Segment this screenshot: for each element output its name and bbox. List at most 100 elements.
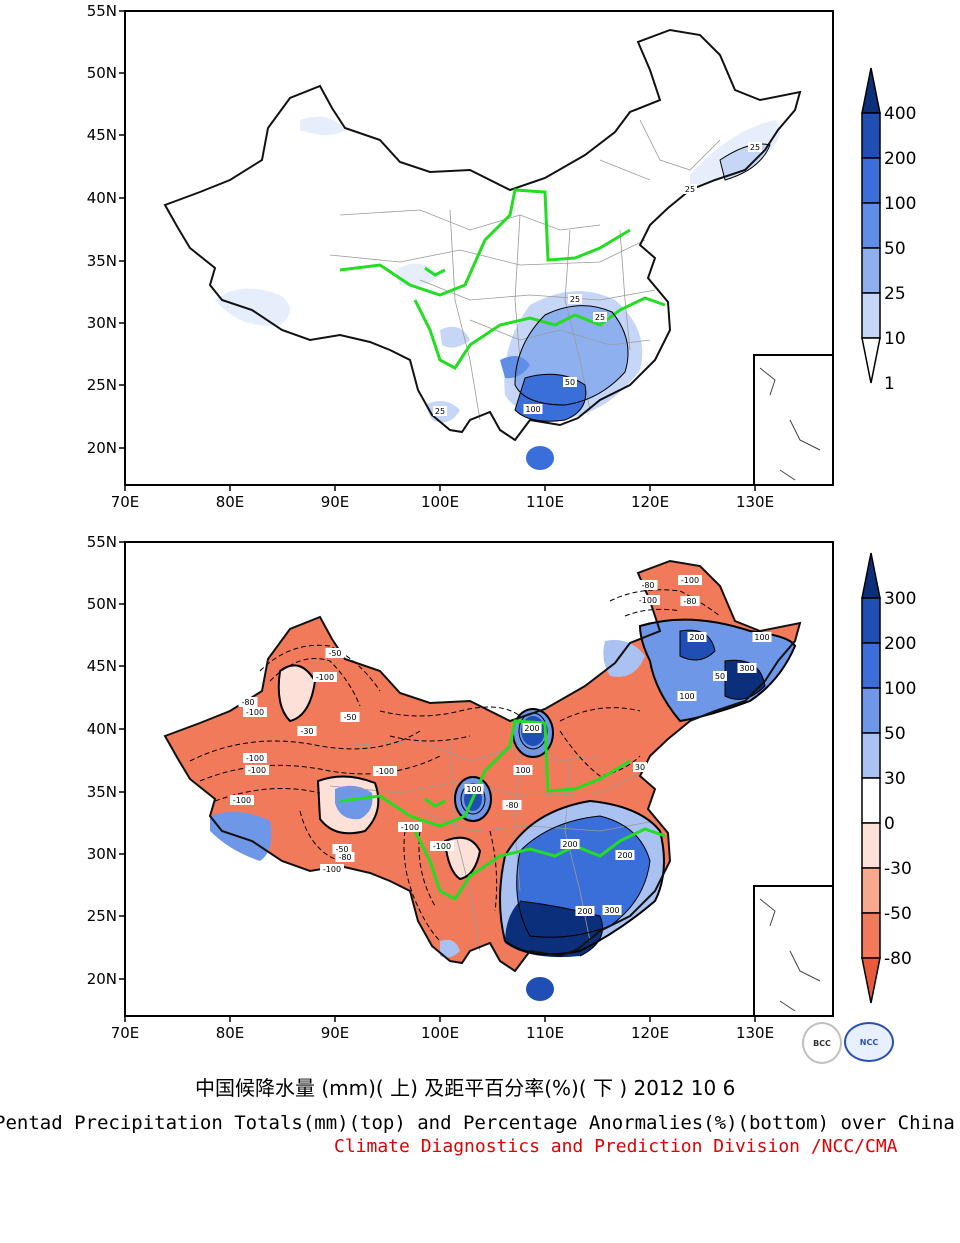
colorbar-label: 300 [884,589,916,609]
svg-text:25: 25 [435,407,445,416]
contour-label: -100 [245,765,269,775]
colorbar-label: 10 [884,329,906,349]
colorbar-label: 100 [884,194,916,214]
contour-label: 50 [563,377,577,387]
colorbar-label: 50 [884,239,906,259]
lon-tick-label: 80E [216,493,245,511]
svg-text:-100: -100 [248,766,266,775]
svg-text:-100: -100 [681,576,699,585]
colorbar-segment [861,822,881,869]
svg-text:-100: -100 [246,708,264,717]
colorbar-top-arrow [861,67,881,114]
lat-tick-label: 50N [87,595,117,613]
lon-tick-label: 70E [111,493,140,511]
contour-label: -80 [638,580,658,590]
top-contours [514,143,771,422]
colorbar-segment [861,912,881,959]
ncc-logo: NCC [844,1022,894,1062]
lat-tick-label: 40N [87,189,117,207]
top-map: 25 25 25 25 50 100 25 55N 50N 45N 40N 35N 30N 25N 20N… [87,2,917,511]
lat-tick-label: 20N [87,439,117,457]
lon-tick-label: 90E [321,493,350,511]
contour-label: -80 [502,800,522,810]
contour-label: 100 [513,765,533,775]
bottom-neg-contours [189,589,721,942]
colorbar-label: 30 [884,769,906,789]
colorbar-label: 0 [884,814,895,834]
colorbar-segment [861,112,881,159]
contour-label: -80 [238,697,258,707]
lat-tick-label: 35N [87,783,117,801]
svg-text:-100: -100 [316,673,334,682]
svg-text:-80: -80 [241,698,254,707]
top-inset-map [753,354,834,486]
lon-tick-label: 90E [321,1024,350,1042]
svg-text:200: 200 [577,907,592,916]
lat-tick-label: 25N [87,907,117,925]
colorbar-label: -80 [884,949,912,969]
colorbar-label: 100 [884,679,916,699]
contour-label: 30 [633,762,647,772]
contour-label: 25 [748,142,762,152]
contour-label: -100 [636,595,660,605]
svg-text:-80: -80 [338,853,351,862]
svg-text:-50: -50 [328,649,341,658]
svg-text:100: 100 [466,785,481,794]
colorbar-bottom-arrow [861,957,881,1004]
contour-label: -100 [243,707,267,717]
svg-text:200: 200 [689,633,704,642]
colorbar-segment [861,777,881,824]
contour-label: -100 [398,822,422,832]
colorbar-label: 25 [884,284,906,304]
contour-label: 25 [568,294,582,304]
bottom-map: -100-80-100 -80-50-100-80-100-100-100-100… [87,533,917,1042]
lat-tick-label: 55N [87,2,117,20]
svg-text:-80: -80 [505,801,518,810]
contour-label: -50 [332,844,352,854]
contour-label: 200 [687,632,707,642]
contour-label: 100 [464,784,484,794]
bottom-rivers [339,719,666,901]
lon-tick-label: 120E [631,493,669,511]
caption-chinese: 中国候降水量 (mm)( 上) 及距平百分率(%)( 下 ) 2012 10 6 [195,1076,736,1100]
contour-label: 50 [713,671,727,681]
lat-tick-label: 25N [87,376,117,394]
svg-text:50: 50 [715,672,725,681]
colorbar-segment [861,642,881,689]
caption-english: Pentad Precipitation Totals(mm)(top) and… [0,1112,955,1134]
svg-text:-80: -80 [683,597,696,606]
svg-text:-100: -100 [639,596,657,605]
lon-tick-label: 120E [631,1024,669,1042]
colorbar-label: -30 [884,859,912,879]
svg-text:-100: -100 [246,754,264,763]
svg-text:50: 50 [565,378,575,387]
svg-text:300: 300 [739,664,754,673]
svg-text:25: 25 [685,185,695,194]
bottom-inset-map [753,885,834,1017]
colorbar-segment [861,597,881,644]
lat-tick-label: 50N [87,64,117,82]
svg-text:200: 200 [562,840,577,849]
colorbar-label: 50 [884,724,906,744]
contour-label: -100 [320,864,344,874]
lat-tick-label: 55N [87,533,117,551]
colorbar-segment [861,292,881,339]
svg-text:-100: -100 [323,865,341,874]
colorbar-segment [861,687,881,734]
svg-text:-50: -50 [335,845,348,854]
svg-text:25: 25 [750,143,760,152]
contour-label: -100 [373,766,397,776]
lon-tick-label: 70E [111,1024,140,1042]
svg-text:25: 25 [570,295,580,304]
svg-text:-80: -80 [641,581,654,590]
svg-text:100: 100 [525,405,540,414]
svg-text:100: 100 [679,692,694,701]
svg-text:-100: -100 [233,796,251,805]
lon-tick-label: 130E [736,493,774,511]
svg-text:100: 100 [754,633,769,642]
contour-label: 100 [752,632,772,642]
lat-tick-label: 30N [87,845,117,863]
contour-label: -30 [297,726,317,736]
svg-text:-100: -100 [376,767,394,776]
